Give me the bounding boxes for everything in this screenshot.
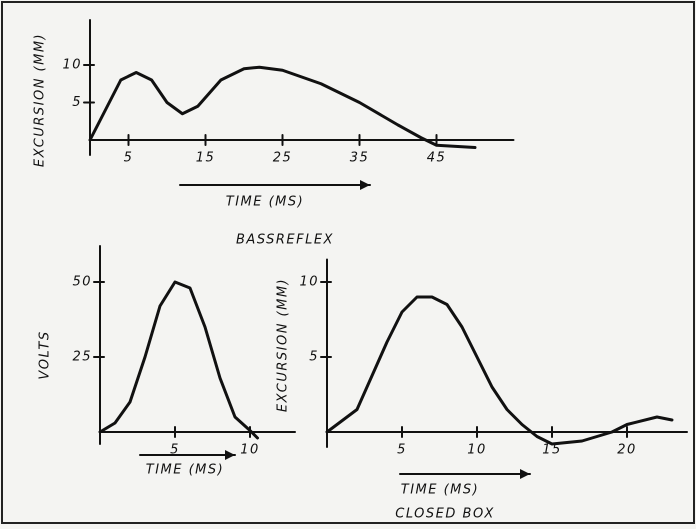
x-tick-label: 10 bbox=[240, 443, 260, 458]
x-tick-label: 20 bbox=[617, 443, 637, 458]
x-arrow-head bbox=[360, 180, 370, 190]
x-axis-label: TIME (MS) bbox=[401, 483, 479, 498]
y-axis-label: EXCURSION (MM) bbox=[33, 33, 48, 167]
chart-caption: BASSREFLEX bbox=[236, 233, 334, 248]
x-arrow-head bbox=[520, 469, 530, 479]
x-tick-label: 45 bbox=[427, 151, 447, 166]
y-tick-label: 10 bbox=[299, 275, 319, 290]
x-tick-label: 5 bbox=[170, 443, 180, 458]
y-tick-label: 5 bbox=[72, 95, 82, 110]
x-tick-label: 25 bbox=[273, 151, 293, 166]
line-curve bbox=[98, 280, 259, 440]
y-axis-label: VOLTS bbox=[38, 330, 53, 379]
x-axis-label: TIME (MS) bbox=[226, 195, 304, 210]
y-tick-label: 25 bbox=[72, 350, 92, 365]
x-axis-label: TIME (MS) bbox=[146, 463, 224, 478]
x-tick-label: 15 bbox=[542, 443, 562, 458]
y-tick-label: 10 bbox=[62, 58, 82, 73]
x-tick-label: 15 bbox=[196, 151, 216, 166]
line-curve bbox=[325, 295, 674, 446]
x-tick-label: 35 bbox=[350, 151, 370, 166]
y-axis-label: EXCURSION (MM) bbox=[276, 278, 291, 412]
y-tick-label: 50 bbox=[72, 275, 92, 290]
x-tick-label: 5 bbox=[124, 151, 134, 166]
x-arrow-head bbox=[225, 450, 235, 460]
line-curve bbox=[88, 65, 477, 149]
y-tick-label: 5 bbox=[309, 350, 319, 365]
x-tick-label: 10 bbox=[467, 443, 487, 458]
x-tick-label: 5 bbox=[397, 443, 407, 458]
chart-caption: CLOSED BOX bbox=[395, 507, 494, 522]
